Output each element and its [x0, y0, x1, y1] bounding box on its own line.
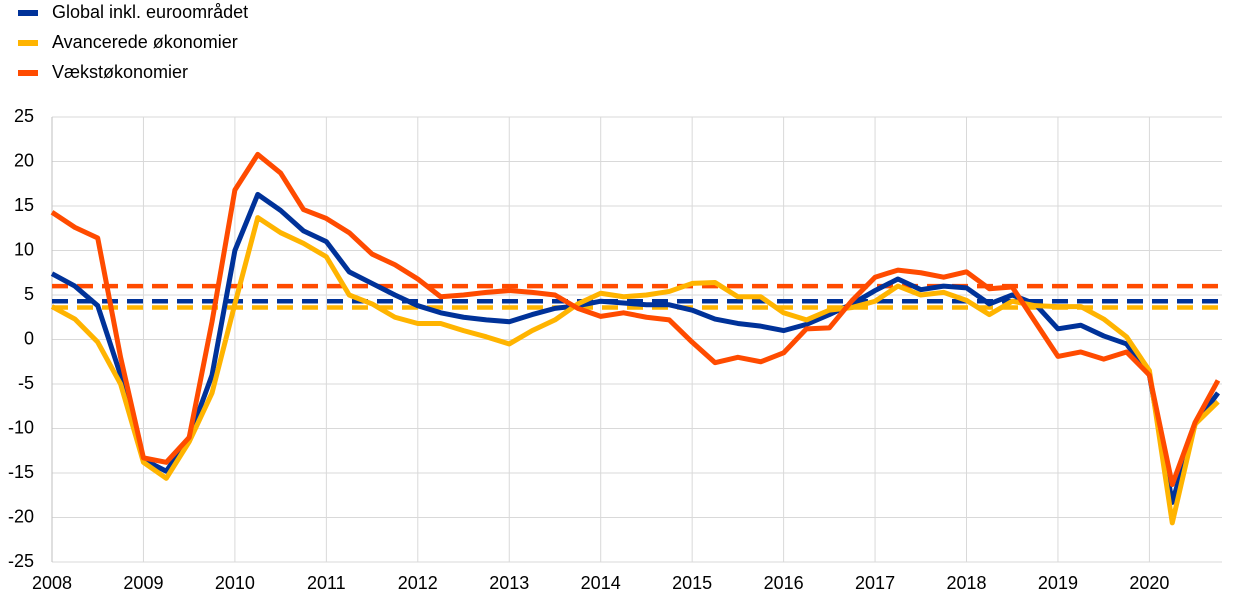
x-tick-label: 2018 [946, 573, 986, 593]
x-tick-label: 2009 [123, 573, 163, 593]
y-tick-label: 0 [24, 328, 34, 348]
y-tick-label: -25 [8, 551, 34, 571]
series-line [50, 151, 1221, 488]
x-tick-label: 2020 [1129, 573, 1169, 593]
x-tick-label: 2019 [1038, 573, 1078, 593]
series-line [50, 191, 1221, 505]
x-tick-label: 2011 [307, 573, 346, 593]
x-tick-label: 2013 [489, 573, 529, 593]
y-tick-label: 5 [24, 284, 34, 304]
y-tick-label: 10 [14, 239, 34, 259]
y-tick-label: 15 [14, 195, 34, 215]
y-tick-label: 25 [14, 106, 34, 126]
x-tick-label: 2014 [581, 573, 621, 593]
legend-label: Avancerede økonomier [52, 32, 238, 52]
x-tick-label: 2012 [398, 573, 438, 593]
y-tick-label: -5 [18, 373, 34, 393]
y-tick-label: 20 [14, 150, 34, 170]
x-tick-label: 2008 [32, 573, 72, 593]
legend-label: Global inkl. euroområdet [52, 2, 248, 22]
y-tick-label: -15 [8, 462, 34, 482]
legend-label: Vækstøkonomier [52, 62, 188, 82]
y-tick-label: -10 [8, 417, 34, 437]
series-line [50, 215, 1220, 526]
x-tick-label: 2015 [672, 573, 712, 593]
x-tick-label: 2016 [764, 573, 804, 593]
y-tick-label: -20 [8, 506, 34, 526]
x-tick-label: 2017 [855, 573, 895, 593]
x-tick-label: 2010 [215, 573, 255, 593]
